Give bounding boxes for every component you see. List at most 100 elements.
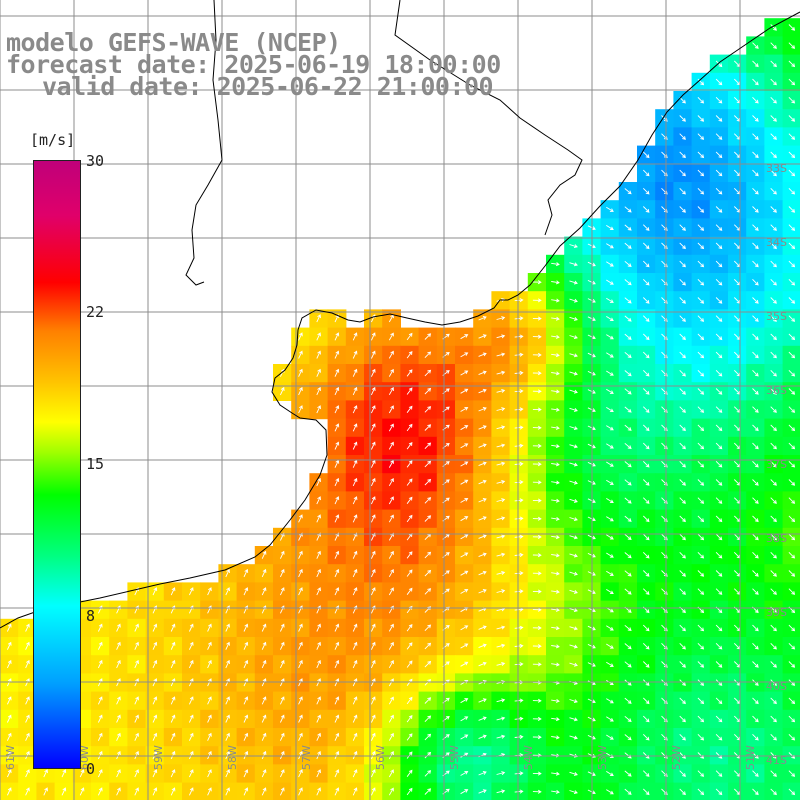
- wind-arrow: [352, 568, 358, 578]
- wind-arrow: [551, 589, 560, 594]
- coastline: [0, 0, 800, 629]
- wind-arrow: [261, 550, 267, 559]
- wind-arrow: [642, 351, 650, 359]
- wind-arrow: [569, 771, 578, 776]
- wind-cell: [728, 782, 747, 800]
- wind-arrow: [424, 333, 432, 340]
- wind-arrow: [207, 623, 212, 632]
- wind-arrow: [370, 714, 376, 723]
- wind-arrow: [460, 570, 469, 576]
- wind-arrow: [334, 496, 340, 505]
- wind-arrow: [788, 460, 796, 468]
- wind-arrow: [478, 352, 487, 357]
- wind-arrow: [334, 441, 340, 450]
- wind-arrow: [207, 659, 212, 669]
- wind-arrow: [316, 587, 321, 596]
- wind-arrow: [770, 442, 777, 450]
- wind-arrow: [261, 659, 267, 669]
- wind-arrow: [334, 732, 340, 741]
- wind-arrow: [606, 407, 614, 413]
- wind-arrow: [334, 714, 340, 723]
- wind-arrow: [624, 715, 632, 723]
- wind-arrow: [316, 405, 321, 414]
- wind-arrow: [551, 280, 560, 285]
- wind-arrow: [551, 498, 560, 503]
- wind-arrow: [642, 297, 650, 304]
- wind-arrow: [642, 242, 650, 250]
- wind-arrow: [788, 388, 796, 395]
- wind-arrow: [243, 714, 249, 723]
- wind-arrow: [352, 368, 358, 377]
- wind-arrow: [679, 479, 686, 486]
- wind-arrow: [352, 732, 358, 741]
- wind-arrow: [334, 477, 340, 487]
- wind-arrow: [514, 716, 524, 721]
- wind-arrow: [334, 423, 340, 432]
- wind-arrow: [551, 262, 560, 267]
- wind-arrow: [460, 388, 469, 394]
- wind-arrow: [715, 297, 723, 304]
- wind-arrow: [679, 442, 686, 450]
- latitude-label: 36S: [766, 384, 787, 397]
- wind-arrow: [298, 386, 303, 396]
- wind-cell: [782, 163, 800, 183]
- wind-arrow: [679, 151, 686, 159]
- wind-arrow: [770, 333, 777, 341]
- wind-arrow: [788, 151, 796, 159]
- wind-arrow: [370, 769, 376, 778]
- wind-arrow: [334, 386, 340, 396]
- wind-arrow: [496, 643, 506, 648]
- wind-arrow: [261, 750, 267, 760]
- wind-arrow: [697, 297, 705, 304]
- wind-arrow: [551, 644, 560, 649]
- wind-arrow: [752, 169, 759, 177]
- wind-arrow: [569, 480, 578, 485]
- wind-cell: [637, 782, 656, 800]
- wind-arrow: [770, 151, 777, 159]
- wind-arrow: [624, 315, 632, 322]
- wind-arrow: [551, 662, 560, 667]
- wind-arrow: [352, 696, 358, 705]
- wind-arrow: [478, 534, 487, 539]
- wind-arrow: [460, 752, 469, 758]
- wind-arrow: [697, 733, 705, 741]
- wind-arrow: [624, 461, 632, 468]
- wind-arrow: [715, 260, 723, 268]
- wind-arrow: [532, 589, 542, 594]
- wind-arrow: [97, 659, 103, 669]
- wind-arrow: [316, 314, 321, 323]
- wind-arrow: [97, 696, 103, 705]
- wind-cell: [782, 36, 800, 56]
- wind-arrow: [6, 714, 12, 723]
- wind-arrow: [243, 750, 249, 760]
- wind-arrow: [569, 444, 578, 449]
- wind-arrow: [715, 661, 723, 668]
- wind-arrow: [134, 732, 139, 741]
- wind-arrow: [496, 534, 506, 539]
- wind-arrow: [25, 750, 30, 760]
- wind-arrow: [551, 789, 560, 794]
- wind-arrow: [170, 623, 176, 632]
- latitude-label: 40S: [766, 680, 787, 693]
- wind-arrow: [697, 406, 705, 413]
- wind-arrow: [697, 715, 705, 723]
- wind-arrow: [606, 498, 614, 504]
- wind-arrow: [496, 734, 506, 739]
- wind-arrow: [316, 332, 321, 341]
- wind-arrow: [352, 477, 358, 487]
- wind-arrow: [569, 535, 578, 540]
- wind-arrow: [679, 661, 686, 668]
- wind-arrow: [279, 368, 285, 377]
- wind-arrow: [551, 480, 560, 485]
- wind-arrow: [97, 732, 103, 741]
- wind-arrow: [752, 315, 759, 322]
- wind-arrow: [752, 278, 759, 286]
- wind-arrow: [424, 569, 432, 577]
- wind-arrow: [334, 314, 340, 323]
- wind-arrow: [279, 769, 285, 778]
- wind-arrow: [406, 551, 413, 559]
- wind-arrow: [642, 442, 650, 450]
- wind-arrow: [606, 316, 614, 322]
- wind-arrow: [370, 441, 376, 450]
- wind-arrow: [406, 405, 413, 413]
